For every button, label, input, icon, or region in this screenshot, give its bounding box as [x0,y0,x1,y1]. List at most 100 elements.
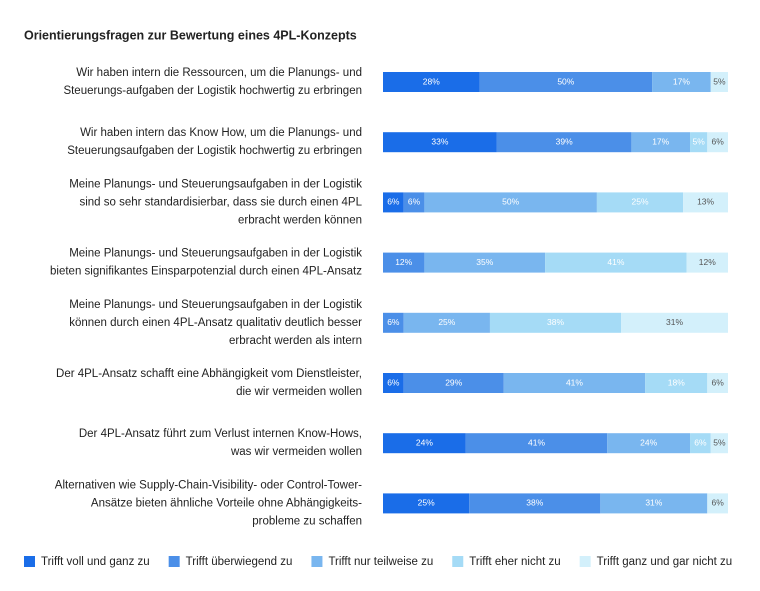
value-label: 6% [712,136,725,146]
value-label: 38% [547,317,564,327]
category-line: können durch einen 4PL-Ansatz qualitativ… [69,317,362,329]
legend-swatch [168,556,180,567]
value-label: 6% [387,197,400,207]
value-label: 50% [557,76,574,86]
bar-segment [479,72,653,92]
value-label: 24% [640,437,657,447]
bar-segment [607,433,691,454]
bar-segment [503,373,646,393]
value-label: 5% [713,76,726,86]
legend-label: Trifft ganz und gar nicht zu [597,556,733,568]
category-line: Ansätze bieten ähnliche Vorteile ohne Ab… [91,497,362,509]
value-label: 18% [668,377,685,387]
category-line: bieten signifikantes Einsparpotenzial du… [50,266,362,278]
value-label: 35% [476,257,493,267]
bar-segment [690,132,708,153]
bar-segment [469,493,601,514]
value-label: 50% [502,197,519,207]
value-label: 31% [666,317,683,327]
category-line: erbracht werden als intern [229,335,362,347]
category-line: Steuerungs-aufgaben der Logistik hochwer… [63,85,362,97]
bar-segment [489,312,622,333]
bar-segment [383,252,425,273]
value-label: 31% [645,498,662,508]
bar-segment [621,312,728,333]
category-label: Meine Planungs- und Steuerungsaufgaben i… [69,299,362,347]
category-line: Wir haben intern das Know How, um die Pl… [80,127,362,139]
category-line: sind so sehr standardisierbar, dass sie … [79,196,362,208]
value-label: 41% [566,377,583,387]
bar-segment [383,192,404,213]
bar-segment [403,312,490,333]
category-line: Meine Planungs- und Steuerungsaufgaben i… [69,178,362,190]
value-label: 25% [632,197,649,207]
value-label: 38% [526,498,543,508]
bar-segment [465,433,608,454]
value-label: 24% [416,437,433,447]
legend-label: Trifft eher nicht zu [469,556,560,568]
value-label: 25% [438,317,455,327]
value-label: 6% [712,498,725,508]
category-line: probleme zu schaffen [252,515,362,527]
category-label: Wir haben intern die Ressourcen, um die … [63,67,362,97]
bar-segment [652,72,711,92]
value-label: 17% [673,76,690,86]
bar-segment [707,373,728,393]
value-label: 41% [528,437,545,447]
category-label: Alternativen wie Supply-Chain-Visibility… [55,479,362,527]
value-label: 12% [699,257,716,267]
category-line: Steuerungsaufgaben der Logistik hochwert… [67,145,362,157]
category-line: Meine Planungs- und Steuerungsaufgaben i… [69,248,362,260]
bar-segment [707,493,728,514]
category-label: Meine Planungs- und Steuerungsaufgaben i… [69,178,362,226]
bar-segment [600,493,708,514]
category-line: Wir haben intern die Ressourcen, um die … [76,67,362,79]
value-label: 6% [694,437,707,447]
bar-segment [686,252,728,273]
value-label: 25% [418,498,435,508]
value-label: 13% [697,197,714,207]
bar-segment [383,433,466,454]
legend-swatch [24,556,35,567]
category-label: Der 4PL-Ansatz schafft eine Abhängigkeit… [56,368,362,398]
category-label: Wir haben intern das Know How, um die Pl… [67,127,362,157]
bar-segment [690,433,711,454]
chart-title: Orientierungsfragen zur Bewertung eines … [24,28,357,42]
value-label: 12% [395,257,412,267]
category-line: Meine Planungs- und Steuerungsaufgaben i… [69,299,362,311]
category-label: Meine Planungs- und Steuerungsaufgaben i… [50,248,362,278]
category-label: Der 4PL-Ansatz führt zum Verlust interne… [79,428,362,458]
legend-swatch [311,556,323,567]
legend-swatch [579,556,591,567]
value-label: 6% [408,197,421,207]
value-label: 39% [556,136,573,146]
bar-segment [383,72,480,92]
bar-segment [383,132,497,153]
bar-segment [383,493,470,514]
bar-segment [631,132,691,153]
value-label: 6% [387,377,400,387]
bar-segment [683,192,728,213]
category-line: erbracht werden können [238,214,362,226]
bar-segment [383,312,404,333]
bar-segment [496,132,632,153]
legend-label: Trifft überwiegend zu [186,556,293,568]
value-label: 29% [445,377,462,387]
legend-label: Trifft nur teilweise zu [328,556,433,568]
bar-segment [545,252,687,273]
value-label: 41% [607,257,624,267]
value-label: 6% [712,377,725,387]
value-label: 5% [713,437,726,447]
bar-segment [710,72,728,92]
value-label: 28% [423,76,440,86]
category-line: Der 4PL-Ansatz schafft eine Abhängigkeit… [56,368,362,380]
bar-segment [403,373,504,393]
category-line: was wir vermeiden wollen [230,446,362,458]
bar-segment [596,192,684,213]
category-line: die wir vermeiden wollen [236,386,362,398]
bar-segment [403,192,425,213]
value-label: 5% [693,136,706,146]
legend-swatch [452,556,464,567]
